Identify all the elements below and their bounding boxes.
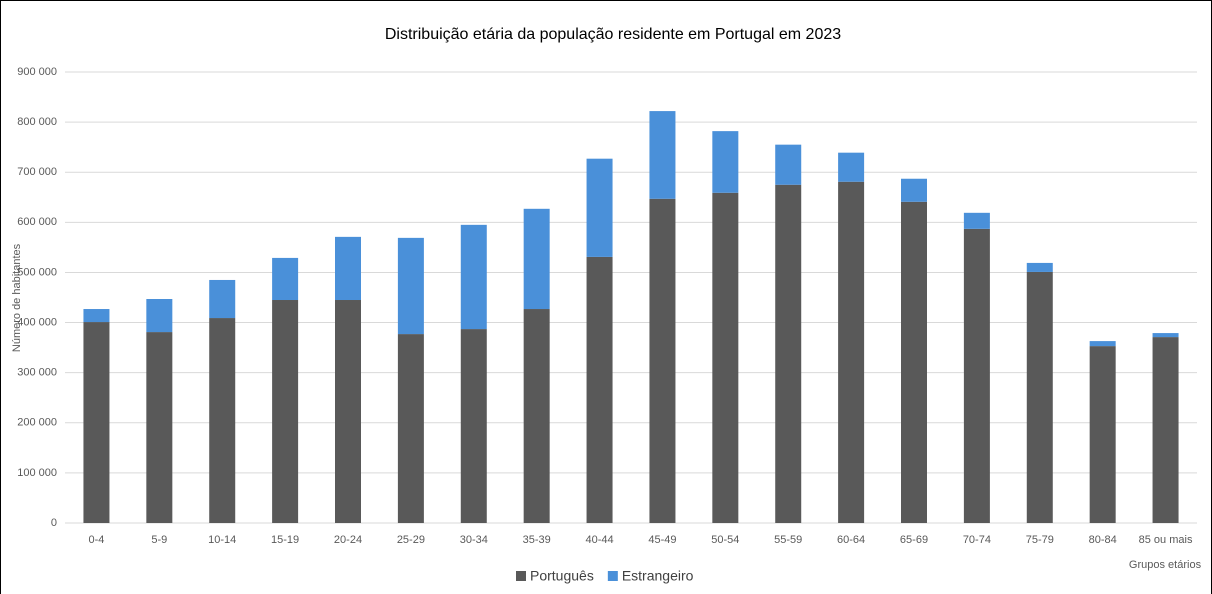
bar-segment xyxy=(963,228,990,523)
bar-segment xyxy=(83,309,110,323)
x-tick-label: 70-74 xyxy=(963,534,991,546)
y-tick-label: 600 000 xyxy=(17,216,57,228)
bar-segment xyxy=(523,309,550,523)
bar-segment xyxy=(1026,271,1053,523)
y-tick-label: 100 000 xyxy=(17,467,57,479)
x-tick-label: 50-54 xyxy=(711,534,739,546)
bar-segment xyxy=(146,332,173,523)
y-axis-label: Número de habitantes xyxy=(11,243,23,352)
x-tick-label: 10-14 xyxy=(208,534,236,546)
y-tick-label: 700 000 xyxy=(17,166,57,178)
x-tick-label: 30-34 xyxy=(460,534,488,546)
bar-segment xyxy=(1152,333,1179,338)
x-tick-label: 60-64 xyxy=(837,534,865,546)
bar-segment xyxy=(649,111,676,199)
bar-segment xyxy=(1089,341,1116,347)
x-tick-label: 35-39 xyxy=(523,534,551,546)
x-tick-label: 65-69 xyxy=(900,534,928,546)
x-tick-label: 45-49 xyxy=(648,534,676,546)
x-axis-label: Grupos etários xyxy=(1129,559,1202,571)
bar-segment xyxy=(209,279,236,319)
bar-segment xyxy=(272,300,299,523)
bar-segment xyxy=(272,257,299,301)
bar-segment xyxy=(83,322,110,523)
bar-segment xyxy=(838,181,865,523)
x-tick-label: 15-19 xyxy=(271,534,299,546)
y-tick-label: 400 000 xyxy=(17,316,57,328)
bar-segment xyxy=(397,237,424,335)
y-tick-label: 200 000 xyxy=(17,417,57,429)
y-tick-label: 900 000 xyxy=(17,66,57,78)
x-tick-label: 0-4 xyxy=(88,534,104,546)
x-tick-label: 75-79 xyxy=(1026,534,1054,546)
chart-title: Distribuição etária da população residen… xyxy=(385,26,841,43)
bar-segment xyxy=(335,236,361,301)
x-tick-label: 20-24 xyxy=(334,534,362,546)
x-tick-label: 25-29 xyxy=(397,534,425,546)
bar-segment xyxy=(712,131,739,193)
bar-segment xyxy=(712,192,739,524)
bar-segment xyxy=(209,318,236,523)
bar-segment xyxy=(1026,262,1053,272)
y-tick-label: 300 000 xyxy=(17,367,57,379)
bar-segment xyxy=(649,198,676,523)
x-tick-label: 85 ou mais xyxy=(1139,534,1193,546)
bar-segment xyxy=(901,178,927,202)
bar-segment xyxy=(963,212,990,229)
bar-segment xyxy=(586,158,613,257)
bar-segment xyxy=(775,184,802,523)
bar-segment xyxy=(775,144,802,185)
x-tick-label: 80-84 xyxy=(1089,534,1117,546)
bar-segment xyxy=(460,224,487,330)
y-tick-label: 0 xyxy=(51,517,57,529)
y-tick-label: 500 000 xyxy=(17,266,57,278)
y-tick-label: 800 000 xyxy=(17,116,57,128)
legend-label: Português xyxy=(530,568,594,584)
bar-segment xyxy=(146,299,173,333)
bar-segment xyxy=(1089,346,1116,523)
bar-segment xyxy=(523,208,550,310)
legend-swatch xyxy=(607,571,618,581)
legend-swatch xyxy=(516,571,526,581)
legend-label: Estrangeiro xyxy=(622,568,694,584)
bar-segment xyxy=(838,152,865,182)
bar-segment xyxy=(586,256,613,523)
bar-segment xyxy=(397,334,424,523)
bar-segment xyxy=(460,329,487,523)
x-tick-label: 40-44 xyxy=(585,534,613,546)
x-tick-label: 5-9 xyxy=(151,534,167,546)
bar-segment xyxy=(901,201,927,523)
bar-segment xyxy=(335,300,361,523)
bar-segment xyxy=(1152,337,1179,523)
x-tick-label: 55-59 xyxy=(774,534,802,546)
